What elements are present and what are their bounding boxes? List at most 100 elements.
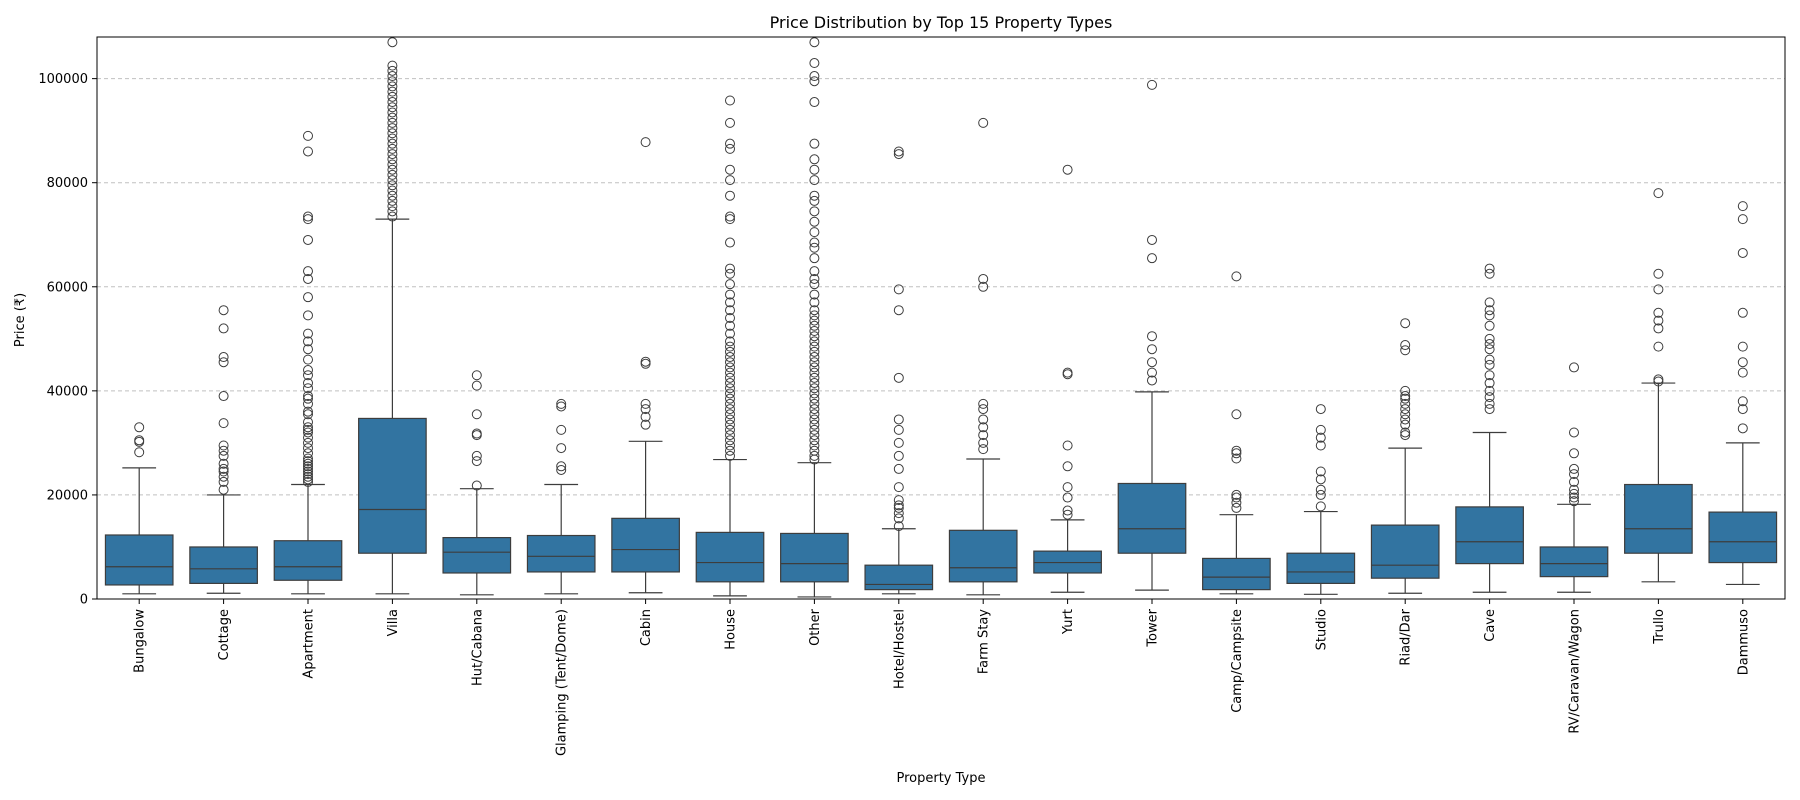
outlier-point	[1400, 427, 1411, 438]
outlier-point	[725, 190, 735, 201]
outlier-point	[809, 164, 820, 175]
box-iqr	[1624, 483, 1693, 554]
outlier-point	[1569, 496, 1579, 507]
outlier-point	[1737, 214, 1748, 225]
outlier-point	[387, 117, 398, 128]
outlier-point	[303, 365, 313, 376]
y-axis: 0 20000 40000 60000 80000 100000	[38, 72, 97, 608]
outlier-point	[809, 253, 820, 264]
outlier-point	[978, 422, 989, 433]
outlier-point	[218, 471, 229, 482]
outlier-point	[218, 418, 229, 429]
outlier-point	[809, 352, 820, 363]
outlier-point	[1484, 268, 1495, 279]
box-18	[1539, 362, 1609, 593]
x-tick-label: RV/Caravan/Wagon	[1568, 609, 1583, 734]
outlier-point	[387, 164, 398, 175]
outlier-point	[387, 206, 398, 217]
outlier-point	[1653, 315, 1664, 326]
outlier-point	[1315, 474, 1326, 485]
outlier-point	[893, 372, 904, 383]
x-tick-label: Riad/Dar	[1399, 608, 1414, 665]
box-6	[526, 398, 596, 595]
outlier-point	[640, 404, 651, 415]
outlier-point	[303, 458, 313, 469]
x-tick-label: Hotel/Hostel	[892, 609, 907, 689]
outlier-point	[640, 137, 651, 148]
outlier-point	[1569, 469, 1579, 480]
x-tick-label: Bungalow	[133, 609, 148, 673]
outlier-point	[303, 273, 313, 284]
outlier-point	[725, 393, 735, 404]
outlier-point	[1484, 333, 1495, 344]
y-tick-label: 20000	[47, 488, 88, 503]
box-iqr	[1708, 511, 1778, 564]
outlier-point	[1147, 79, 1157, 90]
outlier-point	[893, 146, 904, 157]
outlier-point	[725, 320, 735, 331]
outlier-point	[1653, 374, 1664, 385]
outlier-point	[303, 443, 313, 454]
outlier-point	[640, 419, 651, 430]
outlier-point	[471, 380, 482, 391]
outlier-point	[725, 378, 735, 389]
outlier-point	[809, 297, 820, 308]
outlier-point	[1737, 307, 1748, 318]
outlier-point	[809, 190, 820, 201]
box-8	[695, 95, 765, 597]
outlier-point	[725, 352, 735, 363]
outlier-point	[725, 445, 735, 456]
outlier-point	[725, 430, 735, 441]
outlier-point	[725, 450, 735, 461]
outlier-point	[893, 414, 904, 425]
outlier-point	[1231, 409, 1242, 420]
outlier-point	[303, 471, 313, 482]
x-axis-title: Property Type	[896, 771, 985, 786]
outlier-point	[471, 428, 482, 439]
x-tick-label: Cabin	[639, 609, 654, 646]
outlier-point	[1569, 463, 1579, 474]
outlier-point	[1231, 445, 1242, 456]
outlier-point	[218, 305, 229, 316]
outlier-point	[725, 404, 735, 415]
outlier-point	[1231, 497, 1242, 508]
outlier-point	[809, 310, 820, 321]
outlier-point	[809, 378, 820, 389]
outlier-point	[387, 175, 398, 186]
outlier-point	[809, 388, 820, 399]
x-tick-label: Camp/Campsite	[1230, 609, 1245, 713]
outlier-point	[640, 411, 651, 422]
outlier-point	[303, 378, 313, 389]
outlier-point	[978, 398, 989, 409]
outlier-point	[1484, 370, 1495, 381]
outlier-point	[725, 435, 735, 446]
outlier-point	[725, 424, 735, 435]
outlier-point	[1315, 466, 1326, 477]
outlier-point	[1400, 398, 1411, 409]
outlier-point	[387, 195, 398, 206]
outlier-point	[303, 266, 313, 277]
outlier-point	[1147, 357, 1157, 368]
y-tick-label: 100000	[38, 72, 88, 87]
y-axis-title: Price (₹)	[13, 293, 28, 347]
y-tick-label: 80000	[47, 176, 88, 191]
box-iqr	[1117, 482, 1187, 554]
outlier-point	[303, 466, 313, 477]
outlier-point	[1484, 339, 1495, 350]
outlier-point	[725, 414, 735, 425]
outlier-point	[809, 445, 820, 456]
outlier-point	[1231, 489, 1242, 500]
outlier-point	[1315, 489, 1326, 500]
outlier-point	[809, 404, 820, 415]
outlier-point	[1315, 501, 1326, 512]
outlier-point	[725, 341, 735, 352]
outlier-point	[809, 419, 820, 430]
outlier-point	[978, 414, 989, 425]
outlier-point	[1737, 247, 1748, 258]
outlier-point	[725, 398, 735, 409]
outlier-point	[387, 185, 398, 196]
box-17	[1455, 263, 1524, 593]
outlier-point	[387, 201, 398, 212]
outlier-point	[387, 123, 398, 134]
outlier-point	[725, 164, 735, 175]
